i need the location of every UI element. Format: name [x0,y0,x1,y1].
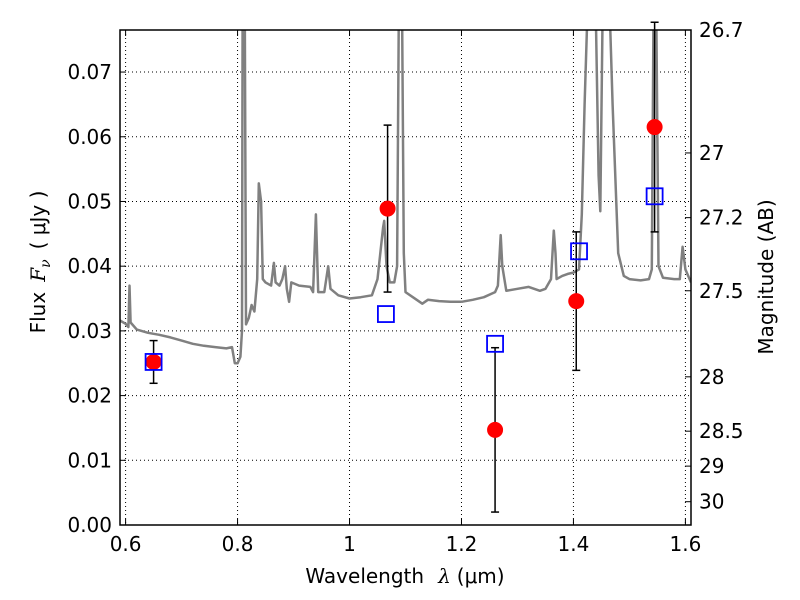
plot-frame [119,29,692,526]
observed-point [568,293,585,310]
y-tick-label: 0.04 [67,254,112,278]
observed-point [379,200,396,217]
observed-point [646,119,663,136]
x-axis-label: Wavelength λ (μm) [305,564,504,588]
marker-layer [144,119,664,438]
y-tick-label: 0.07 [67,60,112,84]
model-point [377,305,395,323]
y2-tick-label: 26.7 [699,18,744,42]
y2-tick-label: 28.5 [699,419,744,443]
y-tick-label: 0.06 [67,125,112,149]
y-axis-label: FluxFν( μJy ) [26,191,54,334]
spectrum-layer [120,30,691,365]
model-point [570,242,588,261]
x-tick-label: 1 [343,532,356,556]
observed-point [145,353,162,370]
y2-axis: 26.7 27 27.2 27.5 28 28.5 29 30 [685,18,744,514]
model-point [486,334,504,353]
x-tick-label: 0.6 [110,532,142,556]
x-tick-label: 1.2 [446,532,478,556]
y2-axis-label: Magnitude (AB) [754,199,778,354]
y-tick-label: 0.00 [67,513,112,537]
x-tick-label: 0.8 [222,532,254,556]
y-tick-label: 0.02 [67,384,112,408]
y2-tick-label: 27.2 [699,206,744,230]
y2-tick-label: 28 [699,365,724,389]
x-tick-label: 1.6 [669,532,701,556]
x-tick-label: 1.4 [558,532,590,556]
x-axis: 0.6 0.8 1 1.2 1.4 1.6 [110,30,701,556]
y-axis: 0.00 0.01 0.02 0.03 0.04 0.05 0.06 0.07 [67,60,126,537]
spectrum-line [120,30,691,365]
y-tick-label: 0.03 [67,319,112,343]
grid [120,30,691,526]
y2-tick-label: 27 [699,141,724,165]
y-tick-label: 0.05 [67,189,112,213]
y2-tick-label: 29 [699,454,724,478]
observed-point [487,421,504,438]
y2-tick-label: 27.5 [699,279,744,303]
y-tick-label: 0.01 [67,448,112,472]
y2-tick-label: 30 [699,490,724,514]
model-point [645,187,664,206]
model-point [144,353,163,371]
